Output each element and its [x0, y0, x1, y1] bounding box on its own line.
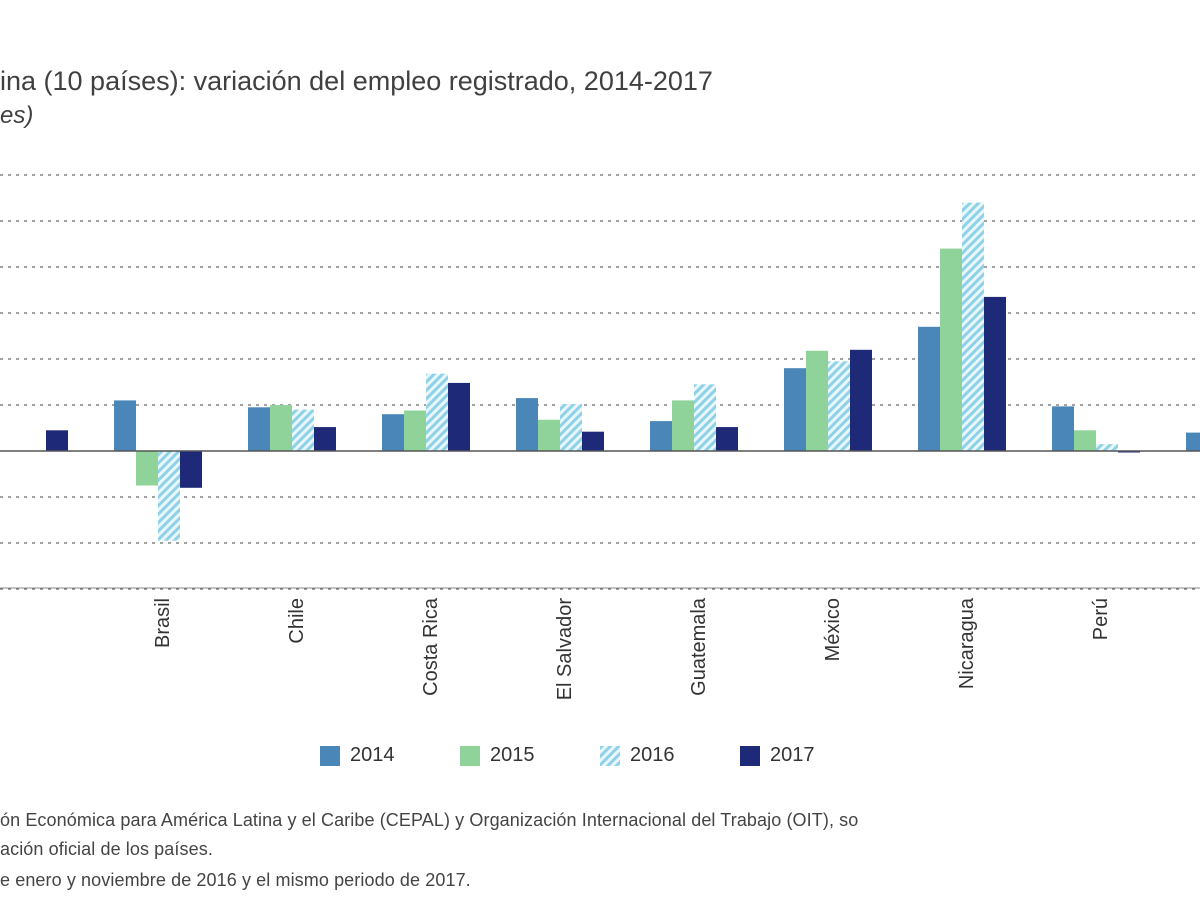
bar-2014-chile — [248, 407, 270, 451]
bar-2014-el-salvador — [516, 398, 538, 451]
legend-swatch-2016 — [600, 745, 620, 766]
bar-2016-brasil — [158, 451, 180, 541]
bar-2014-uruguay — [1186, 432, 1200, 451]
source-note-cont: ación oficial de los países. — [0, 839, 213, 859]
bar-2017-méxico — [850, 349, 872, 451]
bar-2017-guatemala — [716, 427, 738, 451]
bar-2014-costa-rica — [382, 414, 404, 451]
chart-title: ina (10 países): variación del empleo re… — [0, 66, 713, 96]
category-label-el-salvador: El Salvador — [554, 598, 576, 701]
bar-2016-guatemala — [694, 384, 716, 451]
category-label-perú: Perú — [1090, 598, 1112, 640]
category-label-chile: Chile — [286, 598, 308, 644]
bar-2015-nicaragua — [940, 248, 962, 451]
source-note: ón Económica para América Latina y el Ca… — [0, 810, 859, 830]
footnote: e enero y noviembre de 2016 y el mismo p… — [0, 870, 471, 890]
bar-2015-el-salvador — [538, 419, 560, 451]
bar-2015-brasil — [136, 451, 158, 486]
bar-2017-cat0 — [46, 430, 68, 451]
bar-2015-chile — [270, 405, 292, 451]
bar-2017-el-salvador — [582, 431, 604, 451]
bar-2016-el-salvador — [560, 404, 582, 451]
bar-2014-guatemala — [650, 421, 672, 451]
bar-2017-costa-rica — [448, 382, 470, 451]
bar-2016-méxico — [828, 361, 850, 451]
legend-item-2014: 2014 — [320, 744, 460, 767]
chart-subtitle: es) — [0, 102, 34, 129]
bar-2014-perú — [1052, 406, 1074, 451]
bar-2014-méxico — [784, 368, 806, 451]
bar-2017-brasil — [180, 451, 202, 488]
category-label-costa-rica: Costa Rica — [420, 597, 442, 696]
legend-swatch-2014 — [320, 745, 340, 766]
category-label-méxico: México — [822, 598, 844, 661]
bar-2016-chile — [292, 409, 314, 451]
legend-item-2015: 2015 — [460, 744, 600, 767]
bar-2017-nicaragua — [984, 296, 1006, 451]
category-label-brasil: Brasil — [152, 598, 174, 648]
category-label-nicaragua: Nicaragua — [956, 597, 978, 689]
bar-2015-méxico — [806, 350, 828, 451]
bar-2016-costa-rica — [426, 373, 448, 451]
bar-2016-perú — [1096, 444, 1118, 451]
legend-label-2017: 2017 — [770, 744, 815, 766]
legend-swatch-2015 — [460, 745, 480, 766]
bar-2015-guatemala — [672, 400, 694, 451]
legend-swatch-2017 — [740, 745, 760, 766]
legend-label-2016: 2016 — [630, 744, 675, 766]
bar-2016-nicaragua — [962, 202, 984, 451]
bar-2014-nicaragua — [918, 326, 940, 451]
bar-chart: Brasil Chile Costa Rica El Salvador Guatemal… — [0, 174, 1200, 701]
bar-2017-chile — [314, 427, 336, 451]
bar-2014-brasil — [114, 400, 136, 451]
bar-2015-costa-rica — [404, 410, 426, 451]
bar-2015-perú — [1074, 430, 1096, 451]
legend-item-2016: 2016 — [600, 744, 740, 767]
chart-legend: 2014 2015 2016 2017 — [320, 744, 880, 767]
legend-item-2017: 2017 — [740, 744, 880, 767]
legend-label-2015: 2015 — [490, 744, 535, 766]
legend-label-2014: 2014 — [350, 744, 395, 766]
category-label-guatemala: Guatemala — [688, 597, 710, 696]
